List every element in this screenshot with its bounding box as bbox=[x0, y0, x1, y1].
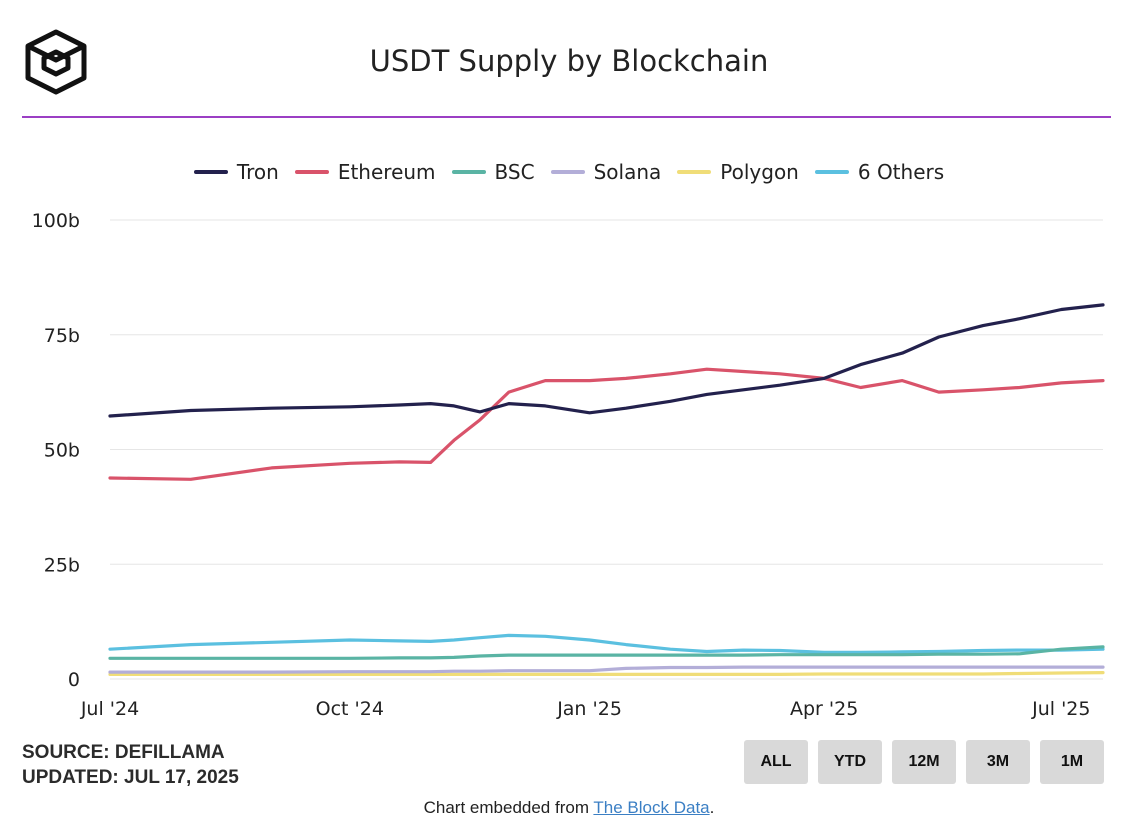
legend-label: Ethereum bbox=[337, 160, 436, 184]
x-tick-label: Oct '24 bbox=[316, 698, 384, 720]
range-button-12m[interactable]: 12M bbox=[892, 740, 956, 784]
x-tick-label: Jul '25 bbox=[1031, 698, 1090, 720]
the-block-data-link[interactable]: The Block Data bbox=[593, 798, 710, 817]
legend-entry[interactable]: BSC bbox=[451, 160, 535, 184]
chart-legend: Tron Ethereum BSC Solana Polygon 6 Others bbox=[0, 160, 1138, 184]
series-line-bsc bbox=[108, 645, 1105, 660]
range-buttons: ALL YTD 12M 3M 1M bbox=[744, 740, 1104, 784]
series-line-solana bbox=[108, 665, 1105, 674]
legend-swatch bbox=[550, 170, 585, 174]
legend-swatch bbox=[814, 170, 849, 174]
legend-label: Solana bbox=[593, 160, 662, 184]
series-line-6-others bbox=[108, 633, 1105, 655]
series-line-ethereum bbox=[108, 367, 1105, 481]
legend-swatch bbox=[193, 170, 228, 174]
legend-entry[interactable]: Polygon bbox=[677, 160, 799, 184]
legend-entry[interactable]: Ethereum bbox=[294, 160, 436, 184]
range-button-ytd[interactable]: YTD bbox=[818, 740, 882, 784]
legend-swatch bbox=[294, 170, 329, 174]
updated-line: UPDATED: JUL 17, 2025 bbox=[22, 767, 239, 788]
legend-swatch bbox=[451, 170, 486, 174]
legend-entry[interactable]: Tron bbox=[193, 160, 279, 184]
y-tick-label: 25b bbox=[44, 554, 80, 576]
y-tick-label: 50b bbox=[44, 440, 80, 462]
legend-label: BSC bbox=[494, 160, 535, 184]
legend-label: Tron bbox=[236, 160, 279, 184]
series-line-tron bbox=[108, 303, 1105, 418]
footer-prefix: Chart embedded from bbox=[423, 798, 594, 817]
legend-entry[interactable]: 6 Others bbox=[814, 160, 945, 184]
x-tick-label: Jul '24 bbox=[80, 698, 139, 720]
footer-suffix: . bbox=[709, 798, 715, 817]
legend-swatch bbox=[677, 170, 712, 174]
source-line: SOURCE: DEFILLAMA bbox=[22, 742, 225, 763]
x-tick-label: Apr '25 bbox=[790, 698, 858, 720]
legend-entry[interactable]: Solana bbox=[550, 160, 662, 184]
range-button-all[interactable]: ALL bbox=[744, 740, 808, 784]
legend-label: Polygon bbox=[720, 160, 799, 184]
y-tick-label: 0 bbox=[68, 669, 80, 691]
title-divider bbox=[22, 116, 1111, 118]
range-button-1m[interactable]: 1M bbox=[1040, 740, 1104, 784]
embed-footer: Chart embedded from The Block Data. bbox=[0, 798, 1138, 818]
series-line-polygon bbox=[108, 670, 1105, 677]
page-title: USDT Supply by Blockchain bbox=[369, 44, 769, 78]
range-button-3m[interactable]: 3M bbox=[966, 740, 1030, 784]
y-tick-label: 100b bbox=[32, 210, 80, 232]
x-tick-label: Jan '25 bbox=[556, 698, 622, 720]
source-note: SOURCE: DEFILLAMA UPDATED: JUL 17, 2025 bbox=[22, 740, 239, 790]
y-tick-label: 75b bbox=[44, 325, 80, 347]
legend-label: 6 Others bbox=[857, 160, 945, 184]
the-block-logo-icon bbox=[25, 29, 87, 95]
